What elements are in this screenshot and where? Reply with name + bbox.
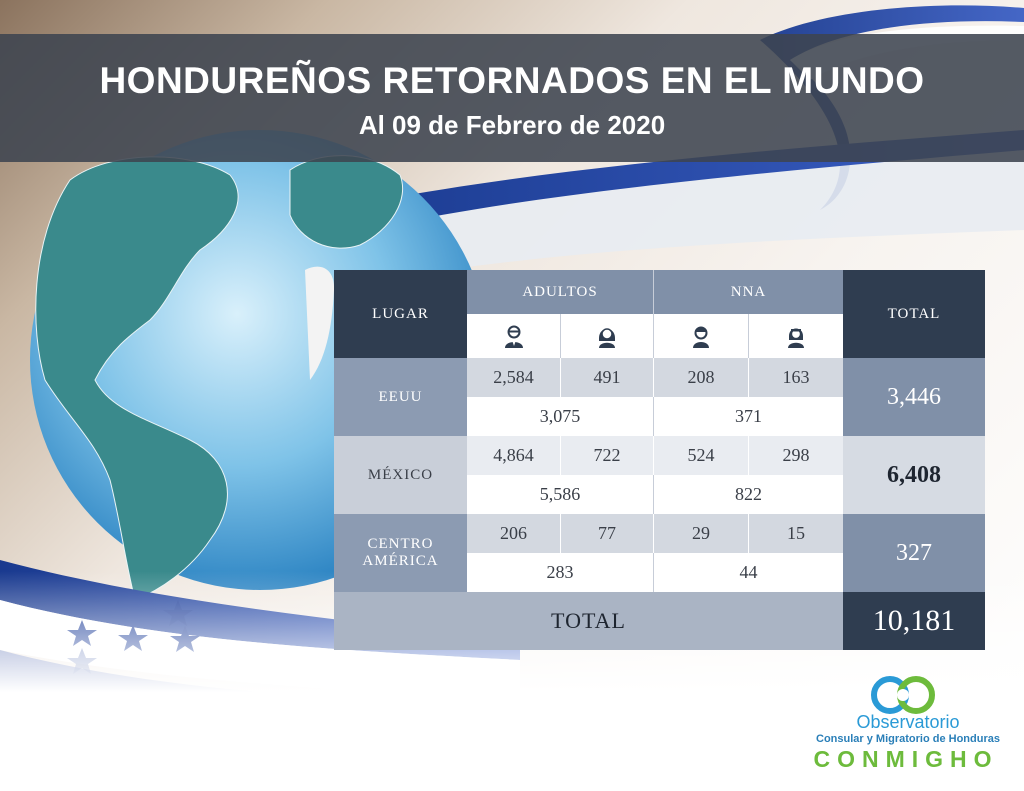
cell-value: 298	[749, 436, 843, 475]
returnees-table: LUGAR ADULTOS NNA TOTAL EEUU 2,584 491 2…	[334, 270, 985, 650]
globe-americas	[35, 156, 239, 601]
girl-icon	[749, 314, 843, 358]
cell-subtotal: 44	[654, 553, 843, 592]
row-total: 327	[843, 514, 985, 592]
globe-europe	[289, 155, 404, 249]
boy-icon	[654, 314, 749, 358]
cell-subtotal: 3,075	[467, 397, 654, 436]
place-line: AMÉRICA	[362, 553, 439, 569]
cell-value: 163	[749, 358, 843, 397]
logo-line2: Consular y Migratorio de Honduras	[816, 733, 1000, 745]
cell-value: 2,584	[467, 358, 561, 397]
ribbon-band	[300, 150, 1024, 290]
cell-value: 29	[654, 514, 749, 553]
globe-africa	[305, 266, 335, 380]
cell-value: 722	[561, 436, 654, 475]
woman-icon	[561, 314, 654, 358]
cell-subtotal: 283	[467, 553, 654, 592]
row-place-mexico: MÉXICO	[334, 436, 467, 514]
place-line: CENTRO	[367, 536, 434, 552]
cell-subtotal: 822	[654, 475, 843, 514]
grand-total-label: TOTAL	[334, 592, 843, 650]
grand-total-value: 10,181	[843, 592, 985, 650]
logo-line1: Observatorio	[856, 712, 960, 732]
cell-value: 15	[749, 514, 843, 553]
header-lugar: LUGAR	[334, 270, 467, 358]
cell-value: 206	[467, 514, 561, 553]
header-nna: NNA	[654, 270, 843, 314]
row-place-centroamerica: CENTRO AMÉRICA	[334, 514, 467, 592]
cell-value: 4,864	[467, 436, 561, 475]
man-icon	[467, 314, 561, 358]
header-adultos: ADULTOS	[467, 270, 654, 314]
cell-value: 77	[561, 514, 654, 553]
logo-line3: CONMIGHO	[813, 746, 999, 772]
cell-value: 491	[561, 358, 654, 397]
conmigho-logo-icon	[871, 676, 935, 714]
cell-value: 208	[654, 358, 749, 397]
row-total: 6,408	[843, 436, 985, 514]
row-place-eeuu: EEUU	[334, 358, 467, 436]
page-title: HONDUREÑOS RETORNADOS EN EL MUNDO	[99, 60, 925, 101]
page-subtitle: Al 09 de Febrero de 2020	[358, 110, 666, 140]
cell-value: 524	[654, 436, 749, 475]
cell-subtotal: 371	[654, 397, 843, 436]
header-banner	[0, 34, 1024, 162]
cell-subtotal: 5,586	[467, 475, 654, 514]
row-total: 3,446	[843, 358, 985, 436]
header-total: TOTAL	[843, 270, 985, 358]
